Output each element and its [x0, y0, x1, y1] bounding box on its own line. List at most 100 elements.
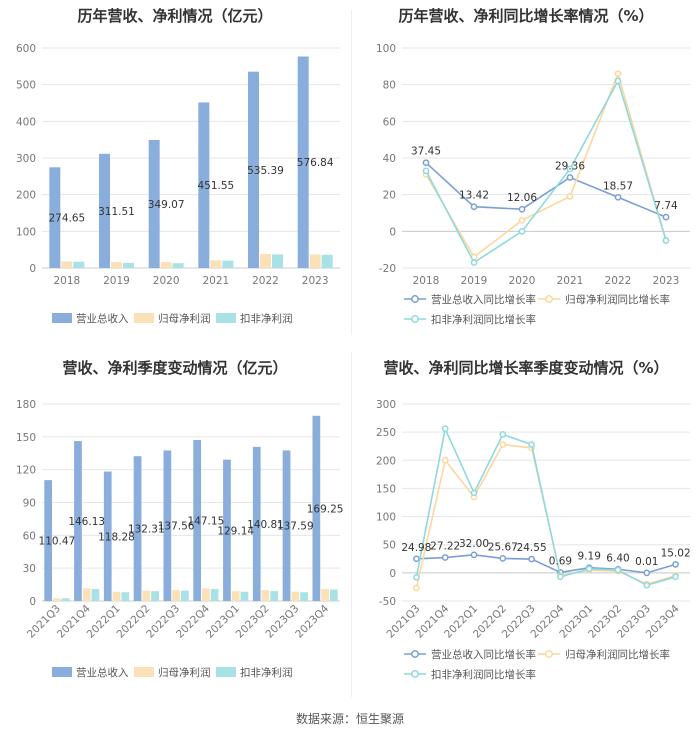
data-point	[470, 551, 478, 559]
legend-marker	[411, 650, 419, 658]
data-label: 7.74	[654, 200, 678, 212]
data-point	[662, 213, 670, 221]
data-label: 349.07	[148, 199, 185, 211]
data-label: 451.55	[197, 180, 234, 192]
series-line	[416, 554, 676, 574]
data-label: 6.40	[606, 552, 629, 564]
bar	[300, 592, 308, 601]
y-tick-label: 50	[383, 540, 396, 552]
bar	[198, 102, 210, 268]
data-label: 32.00	[459, 538, 489, 550]
y-tick-label: -20	[379, 263, 396, 275]
bar	[252, 446, 261, 601]
y-tick-label: 60	[23, 530, 36, 542]
bar	[123, 262, 134, 268]
legend-label: 扣非净利润	[240, 312, 293, 325]
legend-label: 归母净利润同比增长率	[565, 648, 670, 661]
legend-label: 营业总收入	[76, 312, 129, 325]
series-line	[425, 71, 667, 259]
bar	[222, 260, 234, 268]
bar	[321, 254, 333, 268]
data-point	[566, 174, 574, 181]
bar	[99, 153, 110, 268]
bar	[210, 260, 222, 268]
chart-title: 历年营收、净利情况（亿元）	[77, 7, 273, 25]
bar	[329, 589, 338, 601]
data-label: 132.31	[128, 524, 165, 536]
bar	[172, 590, 180, 601]
bar	[142, 590, 151, 601]
bar	[231, 591, 240, 601]
bar	[163, 450, 172, 601]
y-tick-label: 300	[376, 399, 396, 411]
y-tick-label: 300	[16, 153, 36, 165]
x-tick-label: 2023	[302, 275, 329, 287]
data-label: 274.65	[48, 213, 85, 225]
data-point	[528, 555, 535, 563]
bar	[44, 480, 53, 601]
y-tick-label: 250	[376, 427, 396, 439]
data-point	[557, 573, 564, 581]
chart-panel-quarterly-revenue: 营收、净利季度变动情况（亿元） 0 30 60 90 120 150 180 2021Q3 20…	[0, 352, 350, 697]
bar	[282, 450, 291, 601]
data-label: 147.15	[188, 515, 225, 527]
data-point	[643, 569, 651, 577]
legend-label: 归母净利润	[158, 312, 211, 325]
data-label: 0.01	[635, 556, 658, 568]
bar	[121, 592, 130, 601]
data-point	[499, 555, 507, 562]
bar	[321, 588, 329, 601]
data-point	[499, 431, 507, 438]
y-tick-label: 150	[16, 432, 36, 444]
x-tick-label: 2022	[605, 275, 632, 287]
legend-marker	[545, 650, 553, 658]
x-tick-label: 2019	[103, 275, 130, 287]
bar	[297, 56, 309, 268]
y-tick-label: 100	[376, 512, 396, 524]
data-point	[413, 584, 420, 592]
y-tick-label: 90	[23, 498, 36, 510]
bar	[112, 591, 121, 601]
legend-label: 归母净利润	[158, 666, 211, 679]
data-label: 576.84	[297, 157, 334, 169]
bar	[172, 263, 184, 268]
data-point	[422, 159, 430, 167]
y-tick-label: 0	[389, 226, 396, 238]
x-tick-label: 2019	[461, 275, 488, 287]
legend-label: 营业总收入同比增长率	[431, 648, 536, 661]
data-label: 311.51	[98, 206, 135, 218]
data-point	[672, 573, 679, 581]
data-label: 13.42	[459, 190, 489, 202]
data-point	[470, 489, 478, 497]
x-tick-label: 2018	[53, 275, 80, 287]
chart-svg: -500501001502002503002021Q32021Q42022Q12…	[376, 399, 691, 681]
data-point	[441, 456, 449, 464]
legend-label: 归母净利润同比增长率	[565, 293, 670, 306]
bar	[193, 439, 202, 601]
legend-marker	[545, 295, 553, 303]
data-label: 140.81	[247, 519, 284, 531]
bar	[133, 456, 142, 601]
y-tick-label: 600	[16, 43, 36, 55]
bar	[73, 261, 85, 268]
y-tick-label: -50	[379, 596, 396, 608]
data-label: 535.39	[247, 165, 284, 177]
y-tick-label: 180	[16, 399, 36, 411]
legend-swatch	[52, 313, 72, 323]
bar	[291, 591, 300, 601]
y-tick-label: 120	[16, 465, 36, 477]
bar	[248, 71, 259, 268]
x-tick-label: 2023	[653, 275, 680, 287]
data-point	[585, 565, 593, 573]
bar	[270, 591, 279, 601]
y-tick-label: 100	[16, 226, 36, 238]
series-line	[415, 426, 676, 587]
data-point	[422, 167, 430, 175]
x-tick-label: 2020	[153, 275, 180, 287]
data-point	[662, 237, 670, 244]
bar	[49, 167, 61, 268]
bar	[148, 140, 160, 268]
legend-label: 营业总收入	[76, 666, 129, 679]
data-point	[441, 425, 449, 433]
data-point	[672, 561, 679, 568]
